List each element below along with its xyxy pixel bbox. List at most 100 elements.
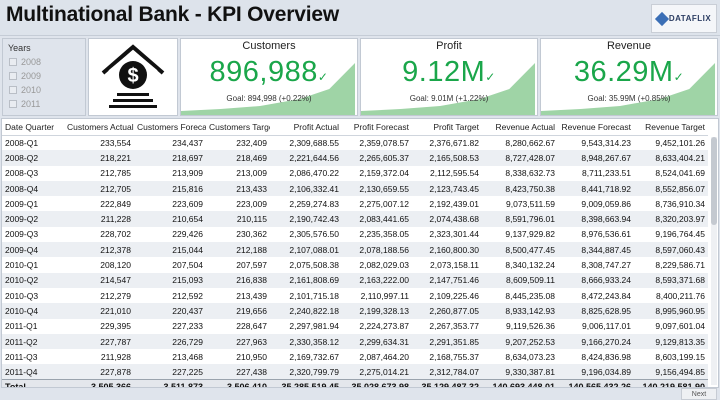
table-row[interactable]: 2008-Q4 212,705 215,816 213,433 2,106,332.41… — [2, 180, 708, 197]
table-row[interactable]: 2008-Q1 233,554 234,437 232,409 2,309,688.55… — [2, 135, 708, 150]
table-cell: 8,500,477.45 — [482, 242, 558, 258]
column-header[interactable]: Revenue Target — [634, 119, 708, 136]
table-cell: 2,075,508.38 — [289, 260, 339, 271]
logo-text: DATAFLIX — [668, 14, 712, 23]
column-header[interactable]: Customers Actual — [64, 119, 134, 136]
slicer-item-label: 2009 — [21, 71, 42, 81]
scrollbar-thumb[interactable] — [711, 137, 717, 225]
table-cell: 213,433 — [206, 180, 270, 197]
table-row[interactable]: 2010-Q3 212,279 212,592 213,439 2,101,715.18… — [2, 288, 708, 303]
column-header[interactable]: Revenue Actual — [482, 119, 558, 136]
total-cell: Total — [2, 379, 64, 387]
header-bar: Multinational Bank - KPI Overview DATAFL… — [0, 0, 720, 36]
checkbox[interactable] — [9, 58, 17, 66]
total-cell: 140,565,432.26 — [558, 379, 634, 387]
kpi-value: 896,988✓ — [209, 56, 329, 88]
table-cell: 228,702 — [100, 229, 131, 240]
checkbox[interactable] — [9, 100, 17, 108]
table-cell: 8,524,041.69 — [655, 168, 705, 179]
table-cell: 8,597,060.43 — [634, 242, 708, 258]
table-cell: 9,119,526.36 — [506, 321, 555, 332]
total-cell: 35,028,673.98 — [342, 379, 412, 387]
table-cell: 2,123,743.45 — [412, 180, 482, 197]
slicer-item-2008[interactable]: 2008 — [9, 57, 41, 67]
column-header[interactable]: Date Quarter — [2, 119, 64, 136]
table-row[interactable]: 2009-Q2 211,228 210,654 210,115 2,190,742.43… — [2, 211, 708, 227]
table-cell: 221,010 — [64, 303, 134, 319]
table-cell: 234,437 — [172, 137, 203, 148]
trend-area — [181, 63, 356, 115]
table-cell: 2,312,784.07 — [412, 364, 482, 380]
date-quarter-cell: 2008-Q1 — [5, 137, 39, 148]
table-row[interactable]: 2011-Q4 227,878 227,225 227,438 2,320,799.79… — [2, 364, 708, 380]
vertical-scrollbar[interactable] — [711, 137, 717, 385]
table-cell: 218,697 — [134, 150, 206, 166]
table-cell: 2,083,441.65 — [342, 211, 412, 227]
table-cell: 9,166,270.24 — [558, 333, 634, 350]
table-cell: 2,240,822.18 — [270, 303, 342, 319]
table-row[interactable]: 2010-Q4 221,010 220,437 219,656 2,240,822.18… — [2, 303, 708, 319]
table-cell: 9,452,101.26 — [655, 137, 705, 148]
column-header[interactable]: Customers Target — [206, 119, 270, 136]
table-cell: 211,228 — [64, 211, 134, 227]
slicer-item-2010[interactable]: 2010 — [9, 85, 41, 95]
table-cell: 2,221,644.56 — [270, 150, 342, 166]
table-row[interactable]: 2010-Q1 208,120 207,504 207,597 2,075,508.38… — [2, 257, 708, 272]
table-row[interactable]: 2009-Q3 228,702 229,426 230,362 2,305,576.50… — [2, 227, 708, 242]
table-cell: 2,190,742.43 — [270, 211, 342, 227]
table-row[interactable]: 2010-Q2 214,547 215,093 216,838 2,161,808.69… — [2, 272, 708, 288]
next-button[interactable]: Next — [681, 388, 717, 400]
table-cell: 227,787 — [64, 333, 134, 350]
table-cell: 2,224,273.87 — [359, 321, 409, 332]
date-quarter-cell: 2010-Q1 — [5, 260, 39, 271]
column-header[interactable]: Profit Target — [412, 119, 482, 136]
table-row[interactable]: 2009-Q4 212,378 215,044 212,188 2,107,088.01… — [2, 242, 708, 258]
kpi-title: Customers — [242, 40, 296, 52]
table-cell: 2,110,997.11 — [360, 290, 409, 301]
date-quarter-cell: 2008-Q4 — [2, 180, 64, 197]
data-table: Date Quarter Customers Actual Customers … — [2, 119, 708, 387]
date-quarter-cell: 2010-Q2 — [2, 272, 64, 288]
table-cell: 2,299,634.31 — [342, 333, 412, 350]
checkbox[interactable] — [9, 86, 17, 94]
table-cell: 219,656 — [206, 303, 270, 319]
column-header[interactable]: Profit Actual — [270, 119, 342, 136]
column-header[interactable]: Revenue Forecast — [558, 119, 634, 136]
table-row[interactable]: 2011-Q1 229,395 227,233 228,647 2,297,981.94… — [2, 319, 708, 334]
table-row[interactable]: 2011-Q2 227,787 226,729 227,963 2,330,358.12… — [2, 333, 708, 350]
table-cell: 9,137,929.82 — [505, 229, 555, 240]
table-cell: 2,101,715.18 — [289, 290, 339, 301]
checkbox[interactable] — [9, 72, 17, 80]
table-cell: 207,504 — [172, 260, 203, 271]
table-row[interactable]: 2008-Q2 218,221 218,697 218,469 2,221,644.56… — [2, 150, 708, 166]
dataflix-logo: DATAFLIX — [651, 4, 717, 33]
kpi-value: 36.29M✓ — [573, 56, 685, 88]
table-cell: 213,009 — [236, 168, 267, 179]
table-cell: 229,395 — [100, 321, 131, 332]
table-cell: 2,291,351.85 — [412, 333, 482, 350]
years-slicer: Years 2008 2009 2010 2011 — [2, 38, 86, 116]
table-cell: 212,592 — [172, 290, 203, 301]
table-row[interactable]: 2011-Q3 211,928 213,468 210,950 2,169,732.67… — [2, 349, 708, 364]
table-row[interactable]: 2008-Q3 212,785 213,909 213,009 2,086,470.22… — [2, 166, 708, 181]
table-cell: 2,107,088.01 — [270, 242, 342, 258]
slicer-item-2009[interactable]: 2009 — [9, 71, 41, 81]
logo-mark-icon — [654, 11, 669, 26]
table-cell: 222,849 — [100, 198, 131, 209]
table-cell: 8,736,910.34 — [655, 198, 705, 209]
table-cell: 2,192,439.01 — [429, 198, 479, 209]
table-cell: 2,169,732.67 — [289, 351, 339, 362]
column-header[interactable]: Customers Forecast — [134, 119, 206, 136]
bank-dollar-icon: $ — [101, 44, 165, 108]
date-quarter-cell: 2010-Q3 — [5, 290, 39, 301]
table-cell: 215,044 — [134, 242, 206, 258]
date-quarter-cell: 2008-Q2 — [2, 150, 64, 166]
table-cell: 9,330,387.81 — [482, 364, 558, 380]
date-quarter-cell: 2010-Q4 — [2, 303, 64, 319]
slicer-item-2011[interactable]: 2011 — [9, 99, 40, 109]
table-cell: 223,009 — [236, 198, 267, 209]
column-header[interactable]: Profit Forecast — [342, 119, 412, 136]
table-row[interactable]: 2009-Q1 222,849 223,609 223,009 2,259,274.83… — [2, 196, 708, 211]
table-cell: 2,267,353.77 — [429, 321, 479, 332]
table-cell: 2,260,877.05 — [412, 303, 482, 319]
